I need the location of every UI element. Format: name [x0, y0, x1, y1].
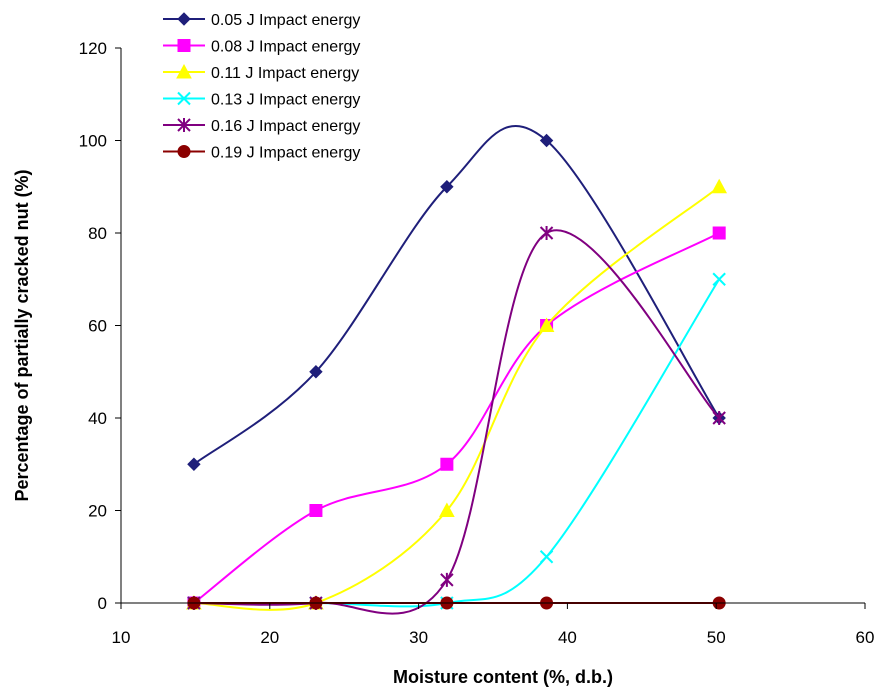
series-line — [193, 232, 720, 604]
legend-item: 0.11 J Impact energy — [163, 63, 359, 82]
data-point — [440, 572, 454, 587]
legend-label: 0.11 J Impact energy — [211, 65, 359, 82]
legend-label: 0.05 J Impact energy — [211, 12, 360, 29]
data-point — [440, 180, 454, 194]
data-point — [309, 365, 323, 379]
legend-item: 0.13 J Impact energy — [163, 92, 360, 109]
data-point — [309, 504, 323, 517]
y-tick-label: 100 — [79, 132, 107, 151]
x-tick-label: 20 — [260, 628, 279, 647]
legend-label: 0.19 J Impact energy — [211, 145, 360, 162]
data-point — [539, 133, 554, 148]
legend-marker — [177, 118, 191, 132]
legend-label: 0.08 J Impact energy — [211, 39, 360, 56]
data-point — [711, 178, 728, 194]
series-line — [193, 125, 721, 466]
x-axis-title: Moisture content (%, d.b.) — [393, 667, 613, 687]
y-tick-label: 40 — [88, 409, 107, 428]
x-tick-label: 50 — [707, 628, 726, 647]
legend-label: 0.13 J Impact energy — [211, 92, 360, 109]
legend-item: 0.05 J Impact energy — [163, 12, 360, 29]
legend-item: 0.16 J Impact energy — [163, 118, 360, 135]
y-tick-label: 0 — [98, 594, 107, 613]
legend-marker — [177, 91, 191, 106]
x-tick-label: 10 — [112, 628, 131, 647]
data-point — [439, 502, 455, 517]
series-line — [193, 185, 720, 611]
series-1 — [187, 125, 726, 471]
series-3 — [186, 178, 728, 611]
legend-marker — [177, 39, 191, 52]
legend-label: 0.16 J Impact energy — [211, 118, 360, 135]
data-point — [539, 226, 554, 240]
x-tick-label: 40 — [558, 628, 577, 647]
legend-marker — [177, 12, 191, 26]
axes: 10 20 30 40 50 60 0 20 40 60 80 100 120 — [79, 39, 875, 647]
legend-item: 0.19 J Impact energy — [163, 145, 360, 162]
x-tick-label: 30 — [409, 628, 428, 647]
data-point — [712, 272, 726, 286]
plot-area — [186, 125, 728, 615]
y-axis-title: Percentage of partially cracked nut (%) — [12, 169, 32, 501]
data-point — [187, 457, 201, 471]
data-point — [440, 457, 454, 471]
legend-marker — [177, 145, 191, 158]
y-tick-label: 60 — [88, 317, 107, 336]
legend-item: 0.08 J Impact energy — [163, 39, 360, 56]
y-tick-label: 120 — [79, 39, 107, 58]
legend: 0.05 J Impact energy 0.08 J Impact energy… — [163, 12, 360, 162]
legend-marker — [176, 63, 192, 79]
data-point — [539, 550, 554, 564]
y-tick-label: 20 — [88, 502, 107, 521]
x-tick-label: 60 — [856, 628, 875, 647]
data-point — [538, 317, 555, 332]
series-line — [193, 229, 720, 615]
y-tick-label: 80 — [88, 224, 107, 243]
data-point — [712, 411, 726, 425]
data-point — [712, 226, 726, 240]
